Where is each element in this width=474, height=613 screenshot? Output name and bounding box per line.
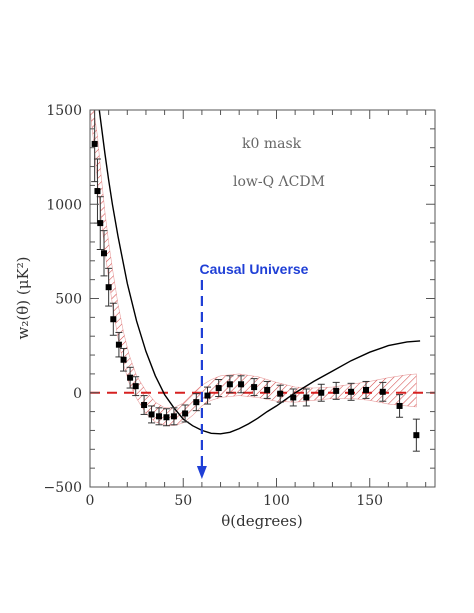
data-marker	[251, 384, 258, 391]
data-marker	[163, 414, 170, 421]
plot-frame	[89, 109, 436, 488]
causal-universe-arrow-icon	[196, 466, 207, 479]
data-marker	[170, 413, 177, 420]
data-marker	[141, 402, 148, 409]
data-marker	[193, 399, 200, 406]
lcdm-model-curve	[98, 110, 421, 435]
data-marker	[97, 220, 104, 227]
data-point	[120, 347, 128, 372]
data-points-layer	[91, 110, 420, 452]
data-point	[105, 267, 113, 307]
data-marker	[290, 394, 297, 401]
data-point	[203, 386, 211, 405]
data-point	[332, 381, 340, 400]
data-point	[412, 418, 420, 452]
data-marker	[303, 394, 310, 401]
data-marker	[204, 392, 211, 399]
data-point	[226, 375, 234, 394]
data-marker	[182, 410, 189, 417]
data-point	[347, 382, 355, 401]
data-point	[263, 380, 271, 399]
x-tick-label: 150	[356, 493, 383, 509]
data-point	[192, 393, 200, 412]
data-point	[96, 196, 104, 250]
data-marker	[363, 386, 369, 393]
causal-universe-label: Causal Universe	[200, 261, 309, 277]
y-tick-label: 1000	[46, 197, 82, 213]
data-point	[126, 366, 134, 389]
mask-annotation: k0 mask	[242, 136, 302, 152]
data-marker	[148, 411, 155, 418]
data-marker	[238, 381, 245, 388]
data-marker	[120, 356, 127, 363]
data-marker	[277, 390, 284, 397]
x-tick-label: 0	[86, 493, 95, 509]
data-point	[132, 376, 140, 397]
data-point	[148, 405, 156, 424]
data-point	[250, 378, 258, 397]
data-marker	[318, 389, 325, 396]
data-marker	[91, 140, 98, 147]
data-marker	[127, 374, 134, 381]
data-point	[109, 302, 117, 336]
y-tick-label: −500	[44, 480, 82, 496]
data-point	[170, 407, 178, 426]
data-marker	[396, 402, 403, 409]
data-marker	[226, 381, 233, 388]
data-point	[155, 407, 163, 426]
data-point	[237, 375, 245, 394]
data-marker	[110, 316, 117, 323]
data-marker	[333, 387, 340, 394]
data-point	[140, 395, 148, 415]
data-point	[100, 230, 108, 277]
y-axis-label: w₂(θ) (μK²)	[14, 256, 32, 339]
data-marker	[215, 385, 222, 392]
x-tick-label: 50	[174, 493, 192, 509]
data-marker	[132, 383, 139, 390]
data-marker	[264, 386, 271, 393]
x-tick-label: 100	[263, 493, 290, 509]
y-tick-label: 500	[55, 292, 82, 308]
data-point	[317, 383, 325, 402]
x-axis-label: θ(degrees)	[221, 512, 302, 530]
data-point	[162, 408, 170, 427]
data-point	[289, 388, 297, 407]
data-point	[379, 381, 387, 402]
y-tick-label: 0	[73, 386, 82, 402]
data-point	[396, 394, 404, 418]
data-point	[276, 384, 284, 403]
y-tick-label: 1500	[46, 103, 82, 119]
data-marker	[100, 250, 107, 257]
data-point	[302, 388, 310, 407]
model-annotation: low-Q ΛCDM	[233, 174, 325, 190]
data-marker	[115, 341, 122, 348]
data-marker	[379, 388, 386, 395]
data-point	[181, 404, 189, 423]
data-marker	[413, 432, 420, 439]
data-point	[215, 379, 223, 398]
data-marker	[94, 188, 101, 195]
data-marker	[348, 388, 355, 395]
data-marker	[156, 413, 162, 420]
data-marker	[105, 284, 112, 291]
data-point	[362, 380, 370, 399]
